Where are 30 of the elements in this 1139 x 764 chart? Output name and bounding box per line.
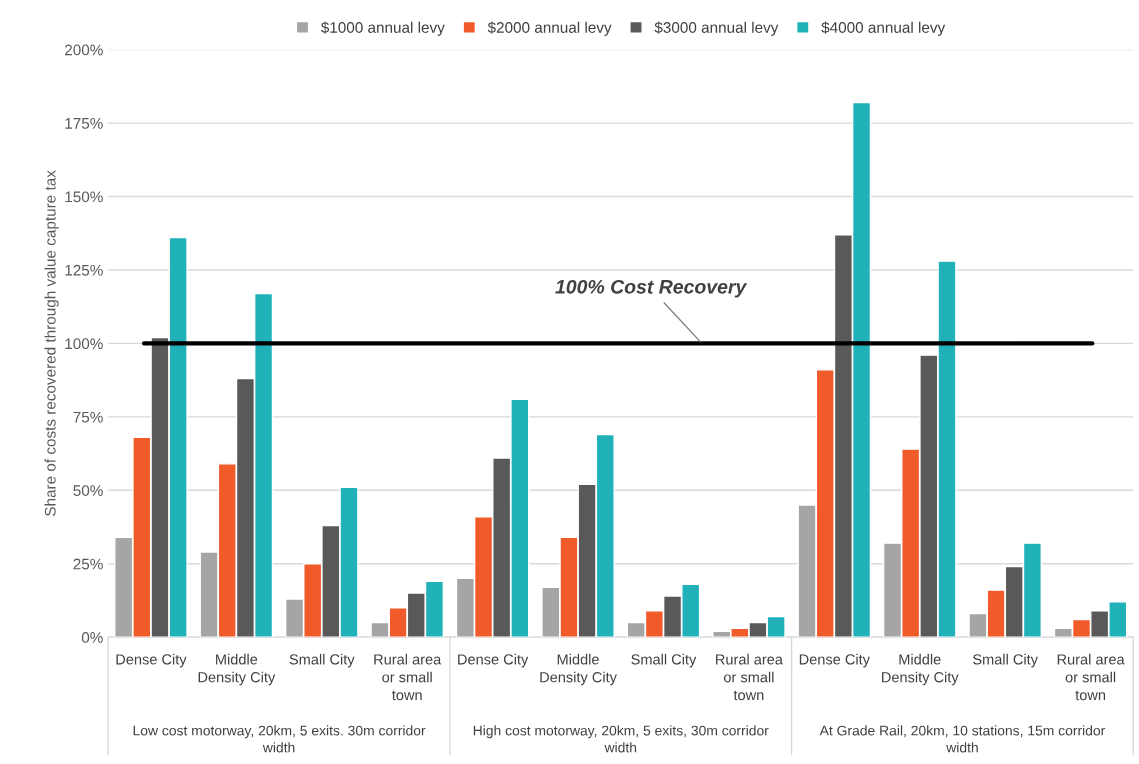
x-tick-label: Small City [289,653,355,668]
y-tick-label: 75% [73,411,103,423]
x-tick-label: Middle Density City [540,653,617,686]
text: Low cost motorway, 20km, 5 exits. 30m corridor width [133,725,426,753]
y-tick-label: 50% [73,485,103,496]
x-tick-label: Small City [631,653,697,668]
y-tick-label: 150% [65,191,103,203]
x-tick-label: Dense City [116,653,187,668]
y-tick-label: 175% [65,118,103,129]
y-tick-label: 0% [81,632,103,643]
legend-label: $1000 annual levy [320,21,445,36]
y-tick-label: 25% [73,558,103,570]
x-tick-label: Rural area or small town [1057,653,1125,701]
y-tick-label: 100% [65,338,103,350]
x-tick-label: Middle Density City [882,653,959,686]
x-tick-label: Small City [973,653,1038,668]
x-tick-label: Dense City [458,653,529,668]
x-tick-label: Middle Density City [198,653,276,686]
legend-label: $2000 annual levy [487,21,612,36]
text: High cost motorway, 20km, 5 exits, 30m corridor width [473,725,769,753]
legend-label: $4000 annual levy [821,21,946,36]
x-tick-label: Rural area or small town [716,653,783,701]
legend-label: $3000 annual levy [654,21,779,36]
y-tick-label: 125% [65,264,103,276]
x-tick-label: Dense City [799,653,870,668]
y-tick-label: 200% [65,44,103,56]
ref-line-label: 100% Cost Recovery [555,279,748,298]
text: At Grade Rail, 20km, 10 stations, 15m corridor width [819,725,1106,753]
x-tick-label: Rural area or small town [374,653,442,701]
y-axis-title: Share of costs recovered through value capture tax [44,170,59,516]
